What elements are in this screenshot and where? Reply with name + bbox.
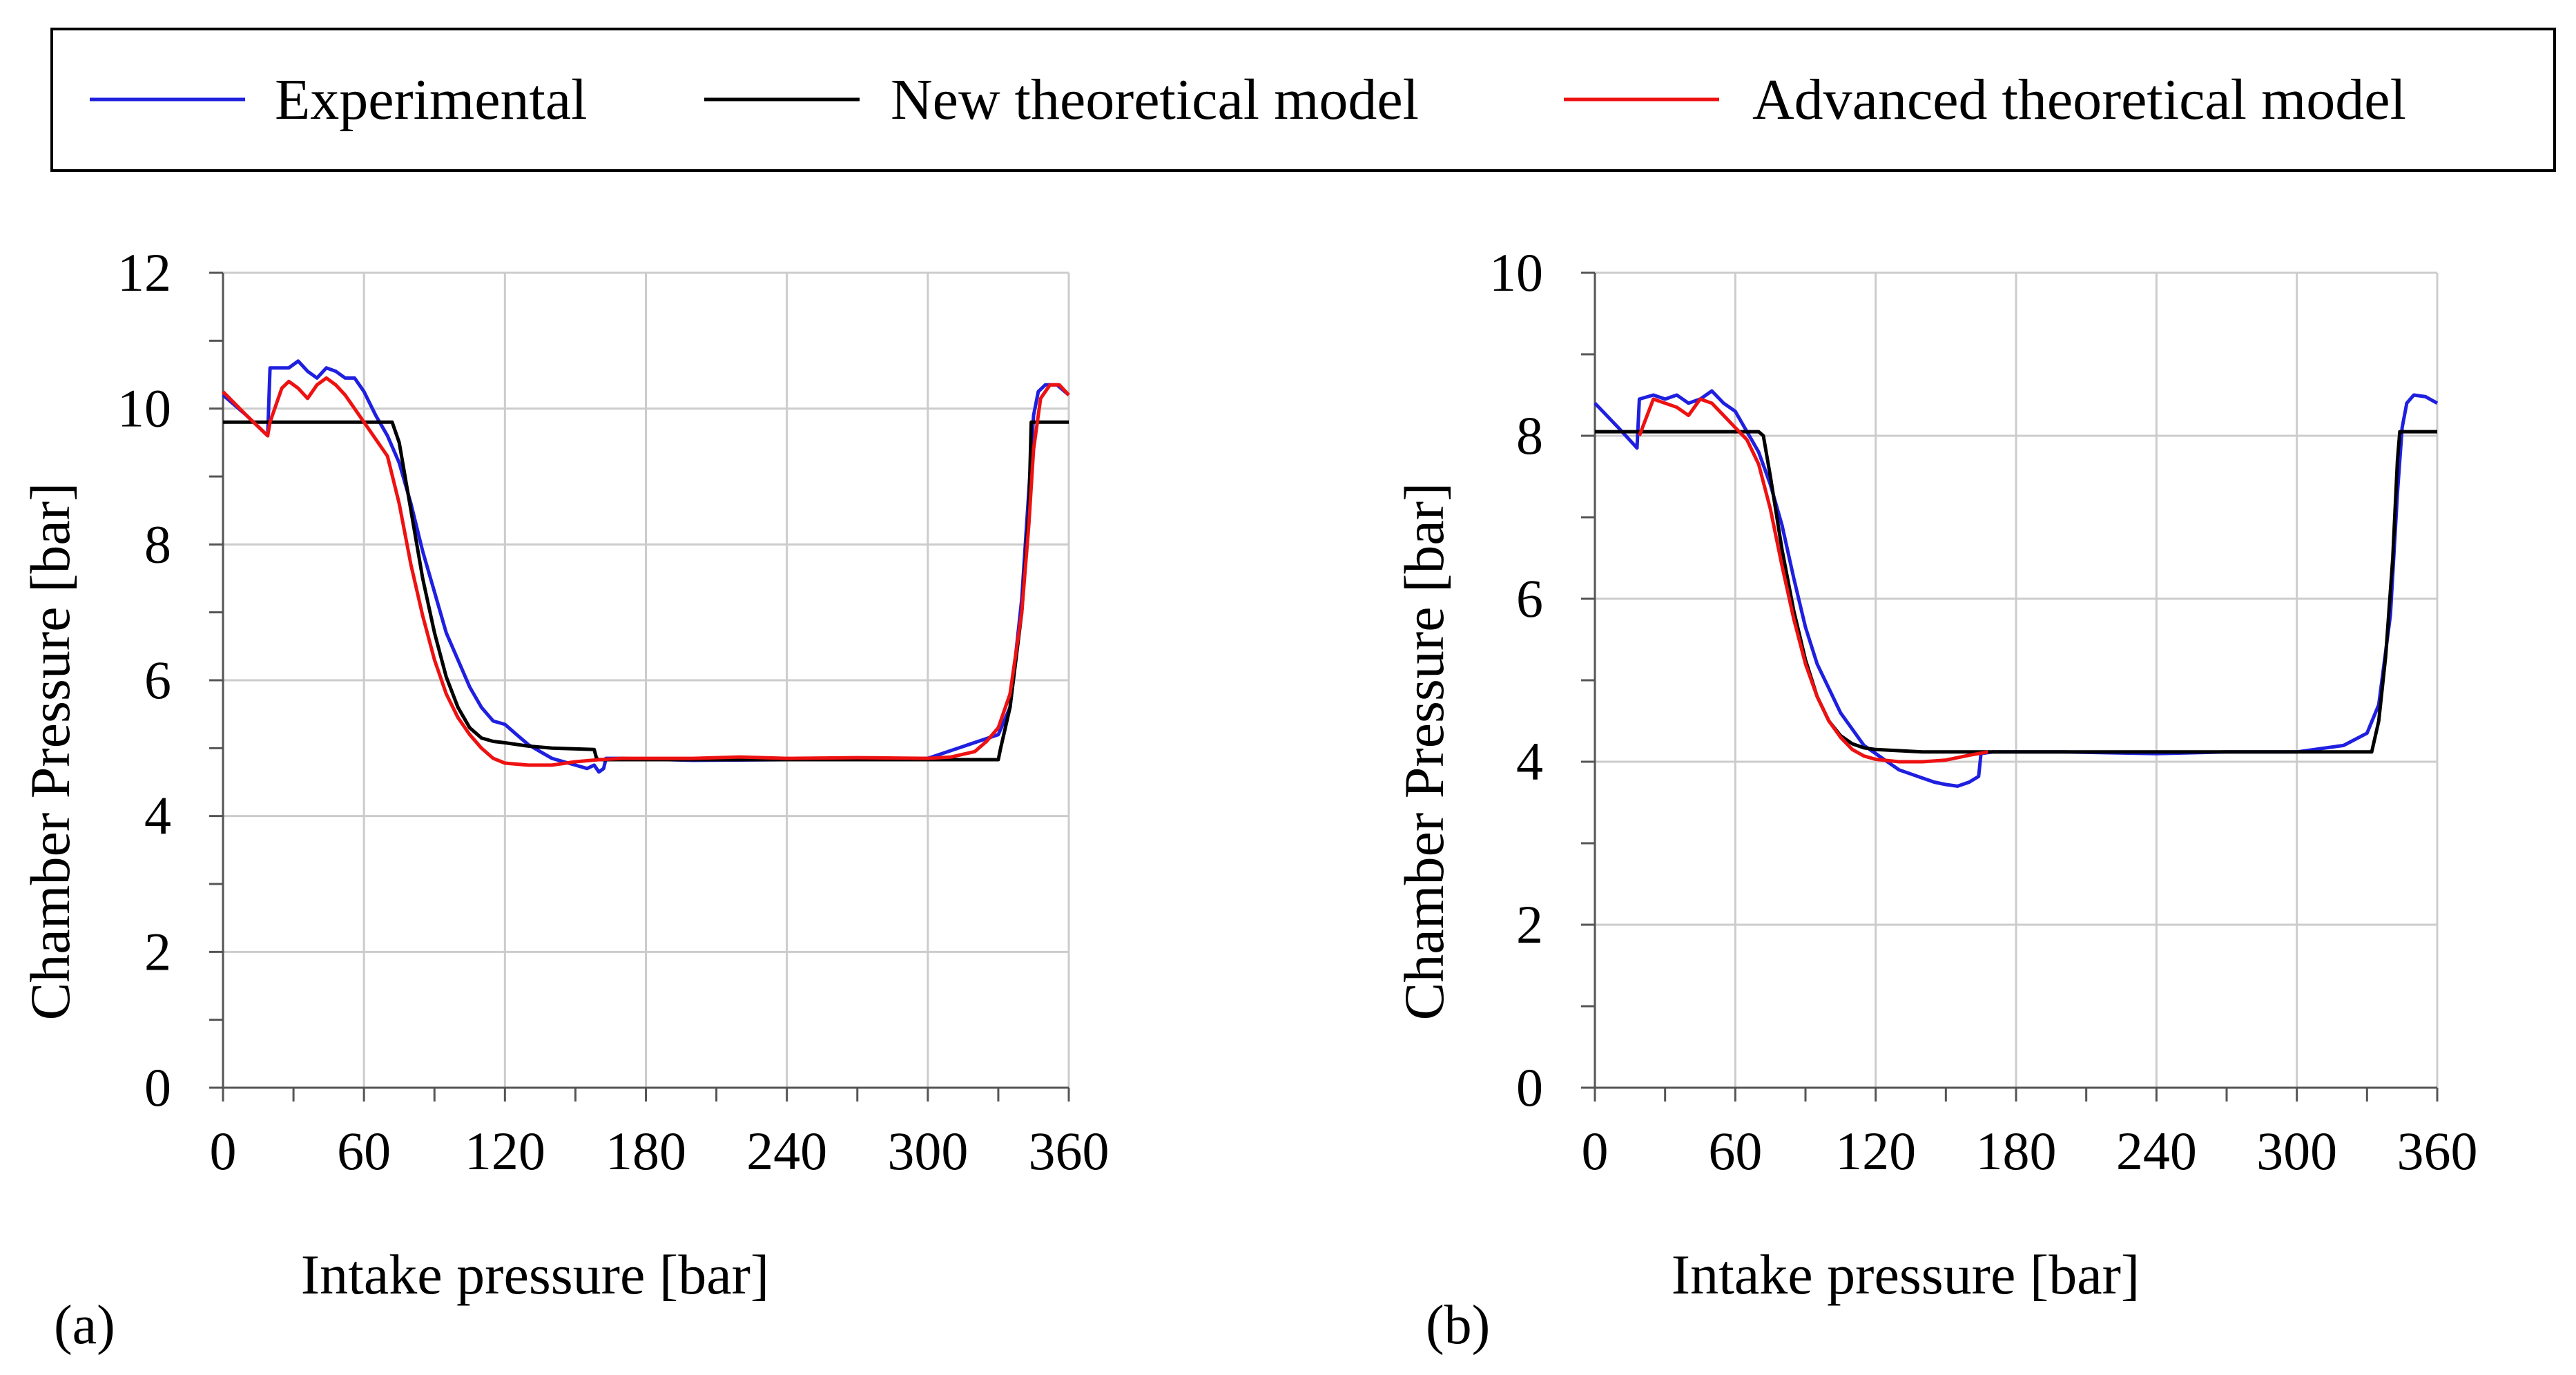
y-tick-label: 6 xyxy=(144,650,171,710)
y-tick-label: 0 xyxy=(144,1057,171,1117)
x-axis-title-a: Intake pressure [bar] xyxy=(301,1243,769,1306)
y-axis-title-b: Chamber Pressure [bar] xyxy=(1393,483,1455,1021)
panel-label-b: (b) xyxy=(1426,1295,1490,1356)
tick-labels-a: 0 60 120 180 240 300 360 0 2 4 6 8 10 12 xyxy=(117,242,1110,1181)
x-tick-label: 180 xyxy=(606,1121,686,1181)
series-line-advanced-theoretical-model xyxy=(1638,397,1988,764)
chart-panel-a: 0 60 120 180 240 300 360 0 2 4 6 8 10 12 Intake press… xyxy=(19,242,1110,1356)
legend-box xyxy=(50,28,2556,172)
tick-labels-b: 0 60 120 180 240 300 360 0 2 4 6 8 10 xyxy=(1489,242,2478,1181)
axes-a xyxy=(209,271,1070,1102)
series-line-new-theoretical-model xyxy=(223,420,1069,762)
series-line-experimental xyxy=(222,359,1070,774)
legend: Experimental New theoretical model Advan… xyxy=(50,28,2556,172)
x-axis-title-b: Intake pressure [bar] xyxy=(1672,1243,2140,1306)
legend-label-advanced-model: Advanced theoretical model xyxy=(1752,68,2406,132)
legend-label-experimental: Experimental xyxy=(275,68,587,132)
x-tick-label: 360 xyxy=(1029,1121,1110,1181)
x-tick-label: 360 xyxy=(2397,1121,2478,1181)
y-tick-label: 2 xyxy=(144,921,171,981)
x-tick-label: 300 xyxy=(2256,1121,2337,1181)
series-a xyxy=(222,359,1070,774)
y-tick-label: 2 xyxy=(1516,894,1543,954)
series-line-advanced-theoretical-model xyxy=(222,376,1070,767)
y-tick-label: 4 xyxy=(144,786,171,846)
x-tick-label: 60 xyxy=(1708,1121,1762,1181)
series-b xyxy=(1594,389,2439,788)
x-tick-label: 240 xyxy=(2116,1121,2197,1181)
y-tick-label: 0 xyxy=(1516,1057,1543,1117)
y-tick-label: 10 xyxy=(117,378,171,439)
y-tick-label: 12 xyxy=(117,242,171,302)
x-tick-label: 0 xyxy=(1582,1121,1609,1181)
y-tick-label: 4 xyxy=(1516,731,1543,791)
y-tick-label: 8 xyxy=(1516,405,1543,465)
grid-b xyxy=(1595,271,2439,1088)
panel-label-a: (a) xyxy=(54,1295,115,1356)
x-tick-label: 120 xyxy=(465,1121,545,1181)
x-tick-label: 60 xyxy=(337,1121,391,1181)
y-tick-label: 10 xyxy=(1489,242,1543,302)
legend-label-new-model: New theoretical model xyxy=(891,68,1419,132)
x-tick-label: 300 xyxy=(887,1121,968,1181)
y-tick-label: 6 xyxy=(1516,568,1543,628)
x-tick-label: 120 xyxy=(1835,1121,1916,1181)
axes-b xyxy=(1581,271,2439,1102)
grid-a xyxy=(223,271,1070,1088)
x-tick-label: 180 xyxy=(1976,1121,2057,1181)
y-axis-title-a: Chamber Pressure [bar] xyxy=(19,483,81,1021)
x-tick-label: 240 xyxy=(746,1121,827,1181)
y-tick-label: 8 xyxy=(144,514,171,574)
chart-panel-b: 0 60 120 180 240 300 360 0 2 4 6 8 10 Intake pressur… xyxy=(1393,242,2478,1356)
series-line-new-theoretical-model xyxy=(1595,430,2437,754)
x-tick-label: 0 xyxy=(210,1121,237,1181)
